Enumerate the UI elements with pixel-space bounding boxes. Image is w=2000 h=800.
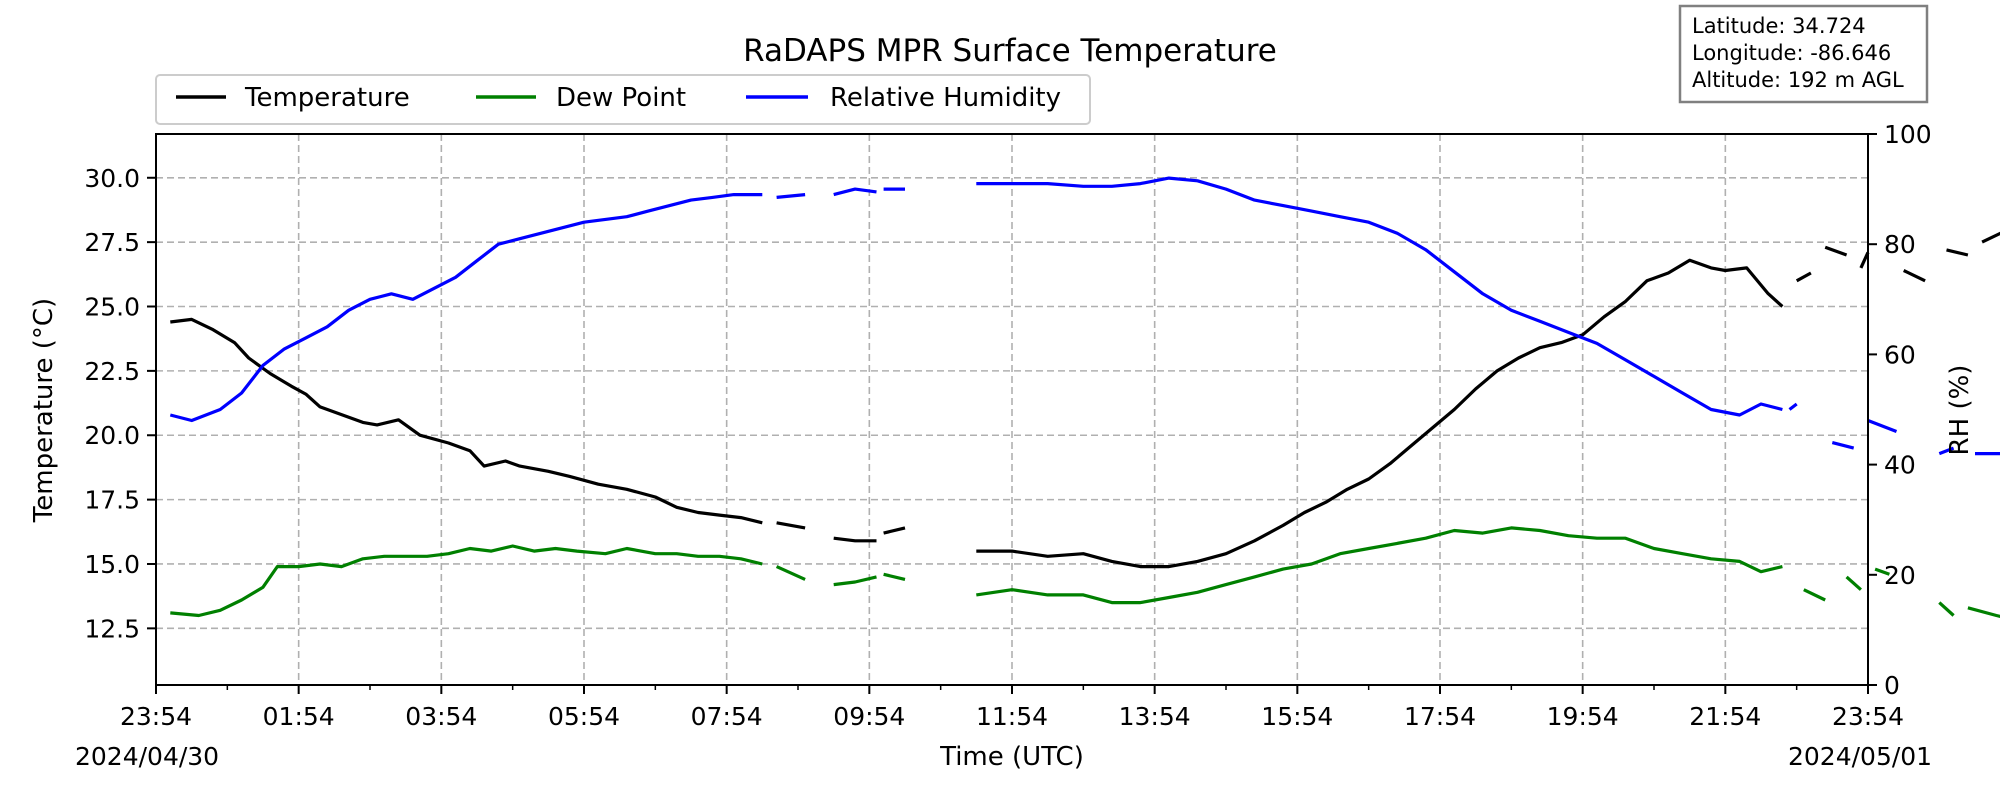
longitude-text: Longitude: -86.646 [1692,41,1891,65]
dew-point-line-segment [833,575,877,587]
x-tick-label: 09:54 [833,702,905,731]
x-tick-label: 05:54 [548,702,620,731]
dew-point-line-segment [1874,567,1890,576]
date-end-label: 2024/05/01 [1788,742,1932,771]
grid [156,134,1868,685]
x-tick-label: 17:54 [1404,702,1476,731]
date-start-label: 2024/04/30 [75,742,219,771]
relative-humidity-line-segment [1867,419,1898,433]
x-tick-label: 03:54 [405,702,477,731]
x-axis: 23:54 01:54 03:54 05:54 07:54 09:54 11:54 13:54… [120,685,1904,731]
temperature-line-segment [170,317,763,525]
y-left-tick-label: 22.5 [84,357,140,386]
dew-point-line-segment [775,565,806,581]
x-tick-label: 19:54 [1547,702,1619,731]
x-tick-label: 13:54 [1119,702,1191,731]
temperature-line-segment [1795,271,1812,283]
dew-point-line-segment [976,526,1783,605]
y-left-tick-label: 30.0 [84,164,140,193]
y-axis-right: 0 20 40 60 80 100 [1868,120,1932,700]
temperature-line-segment [1981,231,2000,244]
x-tick-label: 23:54 [1832,702,1904,731]
relative-humidity-line-segment [1788,402,1798,411]
y-right-tick-label: 80 [1884,230,1916,259]
relative-humidity-line-segment [1975,452,2000,456]
legend-label-relative-humidity: Relative Humidity [830,83,1061,113]
y-right-tick-label: 40 [1884,451,1916,480]
series-relative-humidity [169,176,2000,456]
x-tick-label: 07:54 [691,702,763,731]
y-right-tick-label: 60 [1884,340,1916,369]
x-tick-label: 21:54 [1689,702,1761,731]
y-axis-left: 12.5 15.0 17.5 20.0 22.5 25.0 27.5 30.0 [84,164,156,643]
relative-humidity-line-segment [776,193,806,199]
altitude-text: Altitude: 192 m AGL [1692,68,1904,92]
temperature-line-segment [883,526,906,535]
temperature-line-segment [833,536,877,543]
info-box-frame [1678,4,1929,104]
temperature-line-segment [1824,245,1848,257]
y-left-tick-label: 20.0 [84,421,140,450]
y-left-tick-label: 12.5 [84,614,140,643]
relative-humidity-line-segment [169,193,763,423]
x-tick-label: 23:54 [120,702,192,731]
dew-point-line-segment [1845,575,1862,591]
relative-humidity-line-segment [1938,446,1955,456]
temperature-line-segment [1946,248,1969,257]
y-left-tick-label: 27.5 [84,228,140,257]
y-left-tick-label: 17.5 [84,486,140,515]
x-tick-label: 11:54 [976,702,1048,731]
y-axis-left-label: Temperature (°C) [29,298,59,523]
x-tick-label: 01:54 [263,702,335,731]
series-temperature [170,231,2000,569]
legend-box [155,74,1091,125]
x-axis-label: Time (UTC) [939,742,1084,772]
x-tick-label: 15:54 [1261,702,1333,731]
y-left-tick-label: 25.0 [84,293,140,322]
legend-label-dew-point: Dew Point [556,83,686,113]
temperature-line-segment [1903,269,1926,283]
plot-series [169,176,2000,619]
y-right-tick-label: 0 [1884,671,1900,700]
relative-humidity-line-segment [976,176,1783,417]
chart-title: RaDAPS MPR Surface Temperature [743,33,1277,69]
y-left-tick-label: 15.0 [84,550,140,579]
relative-humidity-line-segment [1831,441,1855,450]
temperature-line-segment [1859,251,1870,269]
legend: Temperature Dew Point Relative Humidity [155,74,1091,125]
dew-point-line-segment [170,544,763,618]
dew-point-line-segment [1967,606,2000,619]
y-right-tick-label: 100 [1884,120,1932,149]
latitude-text: Latitude: 34.724 [1692,14,1866,38]
legend-label-temperature: Temperature [244,83,410,113]
temperature-line-segment [976,258,1784,569]
series-dew-point [170,526,2000,619]
dew-point-line-segment [1938,601,1955,617]
relative-humidity-line-segment [833,187,877,197]
dew-point-line-segment [883,572,906,581]
temperature-line-segment [776,521,806,530]
location-info-box: Latitude: 34.724 Longitude: -86.646 Alti… [1678,4,1929,104]
y-axis-right-label: RH (%) [1945,365,1975,456]
y-right-tick-label: 20 [1884,561,1916,590]
dew-point-line-segment [1803,588,1826,602]
